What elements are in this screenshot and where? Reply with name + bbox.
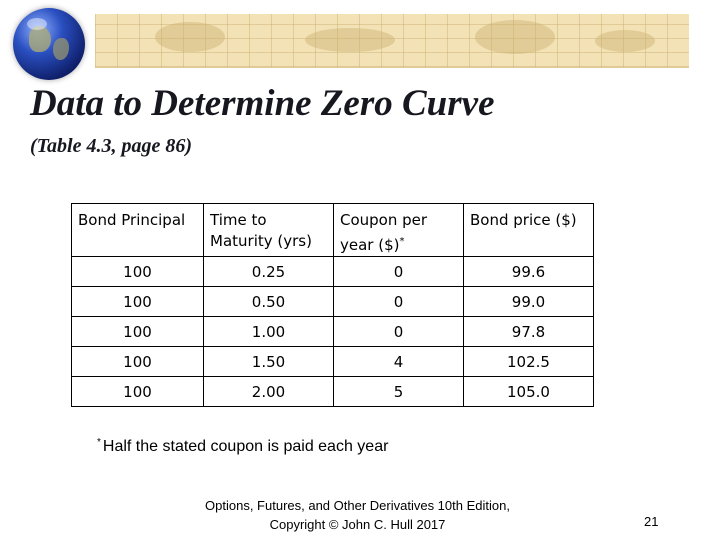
slide-title: Data to Determine Zero Curve xyxy=(30,83,495,124)
globe-land-shape xyxy=(53,38,69,60)
cell-price: 99.6 xyxy=(463,256,594,287)
table-row: 100 1.50 4 102.5 xyxy=(71,346,594,377)
credit-line-2: Copyright © John C. Hull 2017 xyxy=(269,517,446,532)
cell-coupon: 4 xyxy=(333,346,464,377)
cell-coupon: 5 xyxy=(333,376,464,407)
map-continent-shape xyxy=(155,22,225,52)
cell-coupon: 0 xyxy=(333,316,464,347)
cell-principal: 100 xyxy=(71,256,204,287)
cell-coupon: 0 xyxy=(333,256,464,287)
footnote-marker: * xyxy=(399,236,405,247)
map-continent-shape xyxy=(475,20,555,54)
header-coupon: Coupon per year ($)* xyxy=(333,203,464,257)
cell-maturity: 0.50 xyxy=(203,286,334,317)
table-header-row: Bond Principal Time to Maturity (yrs) Co… xyxy=(71,203,594,257)
cell-principal: 100 xyxy=(71,286,204,317)
header-bond-price: Bond price ($) xyxy=(463,203,594,257)
table-row: 100 0.50 0 99.0 xyxy=(71,286,594,317)
footnote-text: Half the stated coupon is paid each year xyxy=(102,438,389,455)
cell-principal: 100 xyxy=(71,346,204,377)
cell-principal: 100 xyxy=(71,376,204,407)
cell-price: 105.0 xyxy=(463,376,594,407)
cell-maturity: 1.50 xyxy=(203,346,334,377)
header-coupon-text: Coupon per year ($) xyxy=(340,211,428,254)
footnote: * Half the stated coupon is paid each yea… xyxy=(97,437,388,456)
globe-highlight xyxy=(27,18,47,30)
table-row: 100 2.00 5 105.0 xyxy=(71,376,594,407)
cell-principal: 100 xyxy=(71,316,204,347)
slide-subtitle: (Table 4.3, page 86) xyxy=(30,135,193,157)
globe-land-shape xyxy=(29,26,51,52)
cell-maturity: 0.25 xyxy=(203,256,334,287)
map-continent-shape xyxy=(595,30,655,52)
cell-maturity: 2.00 xyxy=(203,376,334,407)
cell-price: 99.0 xyxy=(463,286,594,317)
cell-price: 97.8 xyxy=(463,316,594,347)
cell-maturity: 1.00 xyxy=(203,316,334,347)
footnote-marker: * xyxy=(97,437,101,448)
credit-line-1: Options, Futures, and Other Derivatives … xyxy=(205,498,510,513)
table-row: 100 1.00 0 97.8 xyxy=(71,316,594,347)
bond-data-table: Bond Principal Time to Maturity (yrs) Co… xyxy=(71,203,594,407)
header-bond-principal: Bond Principal xyxy=(71,203,204,257)
globe-icon xyxy=(13,8,85,80)
table-row: 100 0.25 0 99.6 xyxy=(71,256,594,287)
cell-coupon: 0 xyxy=(333,286,464,317)
copyright-credit: Options, Futures, and Other Derivatives … xyxy=(160,496,555,534)
cell-price: 102.5 xyxy=(463,346,594,377)
world-map-banner xyxy=(95,14,689,68)
map-continent-shape xyxy=(305,28,395,52)
header-time-to-maturity: Time to Maturity (yrs) xyxy=(203,203,334,257)
page-number: 21 xyxy=(644,514,659,529)
